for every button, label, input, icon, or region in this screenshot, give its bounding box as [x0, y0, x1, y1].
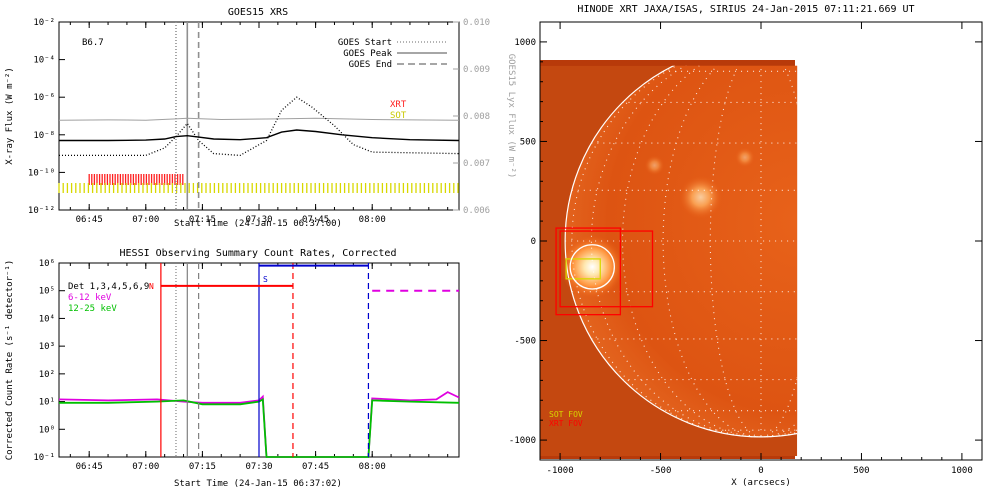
- hessi-x-label: Start Time (24-Jan-15 06:37:02): [174, 479, 342, 489]
- y-tick-label: 10⁻⁴: [33, 56, 55, 66]
- active-region: [644, 155, 665, 176]
- x-tick-label: 07:00: [132, 462, 159, 472]
- x-tick-label: 0: [758, 466, 763, 476]
- hessi-y-label: Corrected Count Rate (s⁻¹ detector⁻¹): [5, 260, 15, 460]
- y-tick-label: 1000: [514, 38, 536, 48]
- longitude-gridline: [621, 65, 762, 438]
- y-tick-label: 10¹: [39, 398, 55, 408]
- y-tick-label: -500: [514, 337, 536, 347]
- xrt-fov-box: [559, 230, 654, 308]
- goes-class-label: B6.7: [82, 38, 104, 48]
- hessi-y-axis: 10⁻¹ 10⁰ 10¹ 10² 10³ 10⁴ 10⁵ 10⁶: [33, 259, 65, 463]
- hessi-title: HESSI Observing Summary Count Rates, Cor…: [120, 248, 397, 259]
- y-tick-label: 10²: [39, 370, 55, 380]
- goes-y-label-right: GOES15 Lyx Flux (W m⁻²): [506, 54, 516, 179]
- x-tick-label: 07:30: [245, 215, 272, 225]
- hessi-6-12-kev-line: [58, 391, 460, 458]
- x-tick-label: -500: [650, 466, 672, 476]
- y-tick-label: -1000: [509, 436, 536, 446]
- image-x-label: X (arcsecs): [731, 478, 791, 488]
- y-tick-label: 10⁶: [39, 259, 55, 269]
- legend-goes-start: GOES Start: [338, 38, 392, 48]
- x-tick-label: 07:15: [189, 462, 216, 472]
- y-tick-label: 10⁻¹⁰: [28, 168, 55, 178]
- goes-xrs-panel: GOES15 XRS 10⁻¹² 10⁻¹⁰ 10⁻⁸ 10⁻⁶ 10⁻⁴ 10⁻² 0.…: [5, 7, 516, 229]
- active-region: [734, 147, 755, 168]
- x-tick-label: 07:45: [302, 215, 329, 225]
- goes-y-axis: 10⁻¹² 10⁻¹⁰ 10⁻⁸ 10⁻⁶ 10⁻⁴ 10⁻²: [28, 18, 65, 216]
- right-tick-label: 0.009: [463, 65, 490, 75]
- goes-right-axis: 0.006 0.007 0.008 0.009 0.010: [453, 18, 490, 216]
- y-tick-label: 0: [531, 237, 536, 247]
- goes-y-label: X-ray Flux (W m⁻²): [5, 67, 15, 165]
- x-tick-label: 08:00: [359, 215, 386, 225]
- active-region: [678, 175, 723, 220]
- y-tick-label: 10⁴: [39, 314, 55, 324]
- flare-location-circle: [569, 244, 615, 290]
- sot-fov-label: SOT FOV: [549, 410, 583, 419]
- xrt-fov-box: [555, 227, 622, 316]
- y-tick-label: 10⁻¹²: [28, 206, 55, 216]
- right-tick-label: 0.008: [463, 112, 490, 122]
- xrt-fov-label: XRT FOV: [549, 419, 583, 428]
- right-tick-label: 0.007: [463, 159, 490, 169]
- hessi-count-rate-panel: HESSI Observing Summary Count Rates, Cor…: [5, 248, 460, 489]
- x-tick-label: 06:45: [76, 215, 103, 225]
- y-tick-label: 10⁻¹: [33, 453, 55, 463]
- x-tick-label: 500: [853, 466, 869, 476]
- goes-flux-curves: [58, 96, 460, 157]
- goes-short-channel-line: [59, 96, 460, 157]
- x-tick-label: 06:45: [76, 462, 103, 472]
- y-tick-label: 10⁰: [39, 425, 55, 435]
- hessi-flag-bars: [160, 264, 459, 292]
- x-tick-label: 1000: [951, 466, 973, 476]
- hinode-xrt-image-panel: HINODE XRT JAXA/ISAS, SIRIUS 24-Jan-2015…: [509, 4, 983, 488]
- goes-xrt-label: XRT: [390, 100, 407, 110]
- goes-event-lines: [175, 22, 200, 210]
- y-tick-label: 10⁵: [39, 287, 55, 297]
- hessi-saa-marker: S: [263, 275, 268, 284]
- image-clipped-content: [540, 65, 798, 457]
- right-tick-label: 0.006: [463, 206, 490, 216]
- goes-x-label: Start Time (24-Jan-15 06:37:00): [174, 219, 342, 229]
- goes-lyx-line: [58, 117, 460, 121]
- goes-event-bars: [58, 174, 459, 193]
- x-tick-label: 07:15: [189, 215, 216, 225]
- goes-long-channel-line: [59, 129, 460, 142]
- solar-limb: [564, 65, 798, 438]
- solar-disk: [565, 65, 798, 437]
- hessi-night-marker: N: [149, 282, 154, 291]
- x-tick-label: -1000: [547, 466, 574, 476]
- sot-fov-box: [565, 258, 601, 280]
- legend-goes-peak: GOES Peak: [343, 49, 392, 59]
- goes-sot-label: SOT: [390, 111, 407, 121]
- legend-6-12-kev: 6-12 keV: [68, 293, 112, 303]
- goes-title: GOES15 XRS: [228, 7, 288, 18]
- hessi-x-axis: 06:45 07:00 07:15 07:30 07:45 08:00: [69, 263, 449, 472]
- longitude-gridline: [709, 65, 762, 438]
- legend-12-25-kev: 12-25 keV: [68, 304, 117, 314]
- goes-legend: GOES Start GOES Peak GOES End: [338, 38, 447, 70]
- y-tick-label: 10³: [39, 342, 55, 352]
- right-tick-label: 0.010: [463, 18, 490, 28]
- image-title: HINODE XRT JAXA/ISAS, SIRIUS 24-Jan-2015…: [577, 4, 914, 15]
- x-tick-label: 07:30: [245, 462, 272, 472]
- x-tick-label: 07:45: [302, 462, 329, 472]
- image-axes: -1000 -500 0 500 1000 -1000 -500 0 500 1000: [509, 21, 983, 476]
- y-tick-label: 10⁻²: [33, 18, 55, 28]
- legend-detectors: Det 1,3,4,5,6,9: [68, 282, 149, 292]
- y-tick-label: 10⁻⁸: [33, 131, 55, 141]
- legend-goes-end: GOES End: [349, 60, 392, 70]
- x-tick-label: 08:00: [359, 462, 386, 472]
- goes-x-axis: 06:45 07:00 07:15 07:30 07:45 08:00: [69, 22, 449, 225]
- hessi-legend: Det 1,3,4,5,6,9 6-12 keV 12-25 keV: [68, 282, 149, 314]
- y-tick-label: 10⁻⁶: [33, 93, 55, 103]
- hessi-event-lines: [160, 263, 370, 457]
- xrt-solar-image: [540, 65, 798, 457]
- y-tick-label: 500: [520, 137, 536, 147]
- x-tick-label: 07:00: [132, 215, 159, 225]
